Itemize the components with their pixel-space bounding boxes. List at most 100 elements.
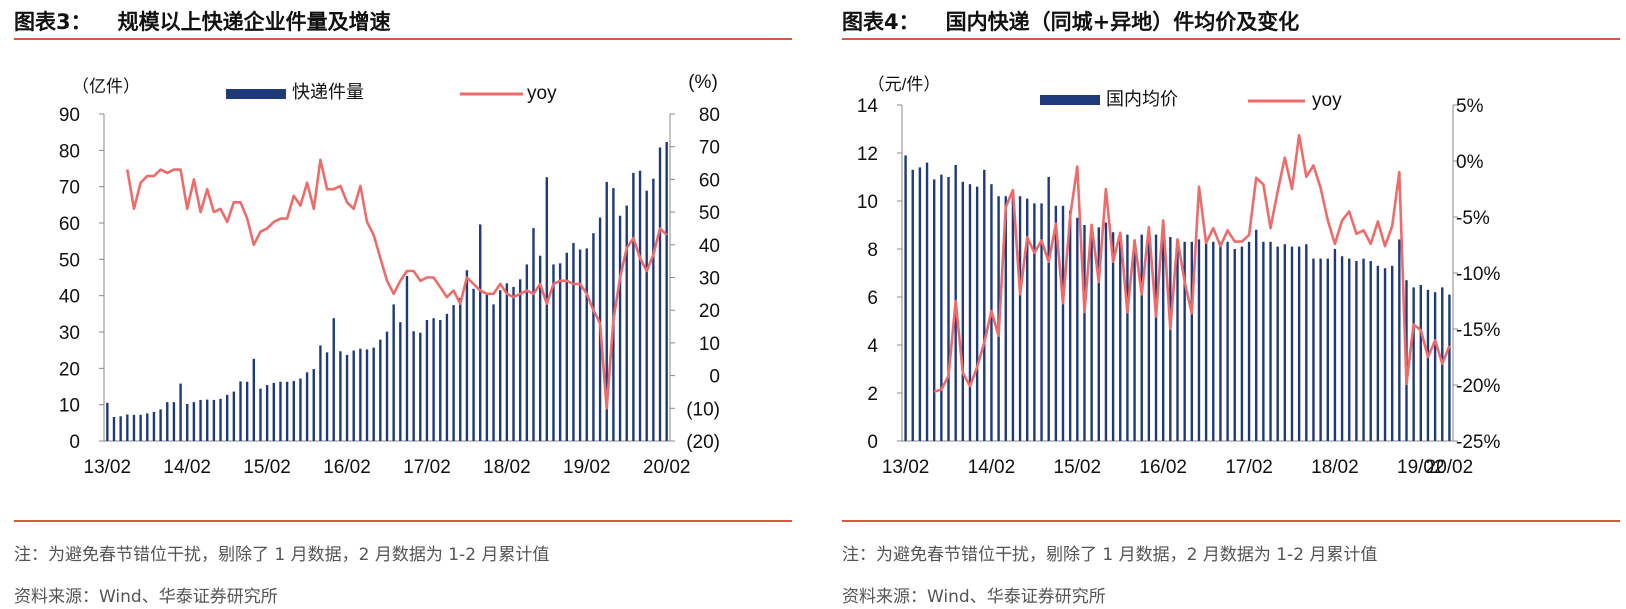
bar xyxy=(1018,196,1022,441)
bar xyxy=(1204,241,1208,441)
bar xyxy=(572,242,575,441)
bar xyxy=(379,339,382,441)
bar xyxy=(146,413,149,441)
bar xyxy=(1219,241,1222,441)
top-rule xyxy=(14,38,792,40)
bar xyxy=(1448,294,1451,441)
legend-bar-swatch xyxy=(226,89,286,99)
bar xyxy=(459,297,462,441)
y-right-tick-label: 40 xyxy=(699,236,720,257)
bar xyxy=(345,354,349,441)
figure-3-source: 资料来源：Wind、华泰证券研究所 xyxy=(14,587,278,607)
y-right-tick-label: -25% xyxy=(1456,432,1500,453)
figure-4-title-text: 国内快递（同城+异地）件均价及变化 xyxy=(945,10,1300,34)
bar xyxy=(285,381,289,441)
bar xyxy=(1240,246,1244,441)
bar xyxy=(1054,205,1058,441)
figure-3-number: 图表3： xyxy=(14,10,92,34)
bar xyxy=(305,372,309,441)
bar xyxy=(552,264,555,441)
bar xyxy=(399,322,402,441)
bar xyxy=(968,184,972,441)
bar xyxy=(405,276,409,441)
bar xyxy=(1133,239,1136,441)
bar xyxy=(259,388,262,441)
bar xyxy=(245,381,249,441)
yoy-line xyxy=(126,158,668,410)
bar xyxy=(1297,246,1301,441)
bar xyxy=(272,382,275,441)
y-left-tick-label: 6 xyxy=(867,288,878,309)
figure-3-title-text: 规模以上快递企业件量及增速 xyxy=(117,10,391,34)
bar xyxy=(332,318,335,441)
bar xyxy=(1126,234,1129,441)
x-tick-label: 14/02 xyxy=(163,457,211,478)
x-tick-label: 17/02 xyxy=(403,457,451,478)
bar xyxy=(1383,268,1387,441)
bar xyxy=(472,288,475,441)
bar xyxy=(665,141,668,441)
bar xyxy=(1269,241,1272,441)
bar xyxy=(1326,258,1329,441)
bar xyxy=(372,347,375,441)
bar xyxy=(1169,237,1172,441)
bar xyxy=(975,186,979,441)
bar xyxy=(412,331,415,441)
y-right-tick-label: -10% xyxy=(1456,264,1500,285)
bar xyxy=(425,320,429,441)
bar xyxy=(638,170,642,441)
bar xyxy=(106,402,109,441)
bar xyxy=(983,169,986,442)
bar xyxy=(159,409,162,441)
y-right-tick-label: 30 xyxy=(699,269,720,290)
bar xyxy=(126,414,129,441)
bar xyxy=(1183,241,1186,441)
bar xyxy=(192,402,196,441)
bar xyxy=(452,305,455,441)
x-tick-label: 17/02 xyxy=(1225,457,1273,478)
bar xyxy=(1355,261,1358,441)
y-right-tick-label: -5% xyxy=(1456,208,1490,229)
bar xyxy=(578,249,582,441)
bar xyxy=(232,391,236,441)
x-tick-label: 13/02 xyxy=(84,457,132,478)
figure-4-note: 注：为避免春节错位干扰，剔除了 1 月数据，2 月数据为 1-2 月累计值 xyxy=(842,545,1378,565)
bar xyxy=(186,403,189,441)
x-tick-label: 16/02 xyxy=(323,457,371,478)
bar xyxy=(279,381,282,441)
y-right-tick-label: -15% xyxy=(1456,320,1500,341)
bar xyxy=(658,147,662,441)
y-right-tick-label: 10 xyxy=(699,334,720,355)
bar xyxy=(592,233,595,441)
bar xyxy=(1262,241,1265,441)
bar xyxy=(445,313,449,441)
y-left-tick-label: 14 xyxy=(857,96,879,117)
y-left-tick-label: 10 xyxy=(857,192,878,213)
bar xyxy=(933,179,936,441)
bar xyxy=(625,205,628,441)
bar xyxy=(292,381,295,441)
bar xyxy=(505,283,509,441)
bar xyxy=(911,169,914,442)
figure-3-note: 注：为避免春节错位干扰，剔除了 1 月数据，2 月数据为 1-2 月累计值 xyxy=(14,545,550,565)
bar xyxy=(1390,265,1394,441)
bar xyxy=(1004,196,1007,441)
bar xyxy=(392,304,395,441)
bar xyxy=(119,416,122,441)
bar xyxy=(1233,249,1236,441)
bar xyxy=(1305,244,1308,441)
bar xyxy=(1319,258,1322,441)
bar xyxy=(365,349,369,441)
bar xyxy=(632,172,635,442)
bar xyxy=(1090,225,1093,441)
y-left-tick-label: 8 xyxy=(867,240,878,261)
bar xyxy=(558,263,562,441)
y-left-tick-label: 70 xyxy=(59,178,80,199)
x-tick-label: 19/02 xyxy=(1397,457,1445,478)
y-right-unit: (%) xyxy=(688,72,718,93)
bar xyxy=(1197,239,1201,441)
bar xyxy=(1097,227,1100,441)
bar xyxy=(1276,246,1279,441)
figure-4-title: 图表4： 国内快递（同城+异地）件均价及变化 xyxy=(842,6,1299,36)
bar xyxy=(206,399,209,441)
